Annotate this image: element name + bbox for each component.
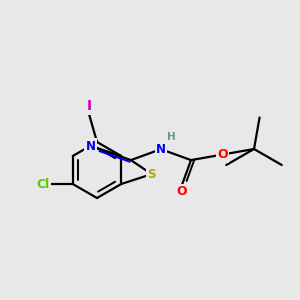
Text: S: S [147,168,156,181]
Text: O: O [217,148,228,161]
Text: N: N [86,140,96,153]
Text: Cl: Cl [36,178,50,190]
Text: H: H [167,132,175,142]
Text: O: O [176,185,187,198]
Text: N: N [156,143,166,156]
Text: I: I [86,99,92,113]
